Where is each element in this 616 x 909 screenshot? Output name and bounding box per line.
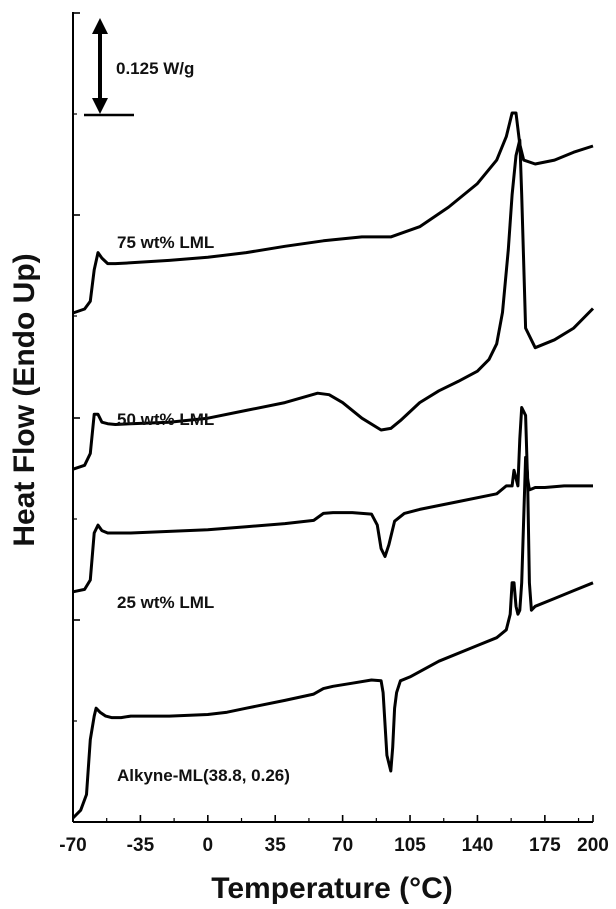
series-label-1: 75 wt% LML xyxy=(117,233,214,252)
series-label-3: 25 wt% LML xyxy=(117,593,214,612)
series-line-3 xyxy=(72,406,593,594)
x-tick-label: 35 xyxy=(265,835,287,856)
scale-bar-label: 0.125 W/g xyxy=(116,59,194,78)
x-tick-label: 175 xyxy=(529,835,561,856)
series-line-2 xyxy=(72,138,595,471)
series-line-4 xyxy=(71,455,594,820)
series-label-2: 50 wt% LML xyxy=(117,410,214,429)
scale-bar-arrow-up-icon xyxy=(92,18,108,34)
y-axis-title: Heat Flow (Endo Up) xyxy=(8,253,41,546)
series-label-4: Alkyne-ML(38.8, 0.26) xyxy=(117,766,290,785)
x-tick-label: 70 xyxy=(332,835,353,856)
x-tick-label: -35 xyxy=(127,835,155,856)
x-tick-label: -70 xyxy=(59,835,86,856)
x-tick-label: 0 xyxy=(203,835,214,856)
x-tick-label: 140 xyxy=(462,835,494,856)
x-axis-title: Temperature (°C) xyxy=(211,872,452,905)
scale-bar-arrow-down-icon xyxy=(92,98,108,114)
series-line-1 xyxy=(72,111,594,315)
x-tick-label: 200 xyxy=(577,835,609,856)
x-tick-label: 105 xyxy=(394,835,426,856)
